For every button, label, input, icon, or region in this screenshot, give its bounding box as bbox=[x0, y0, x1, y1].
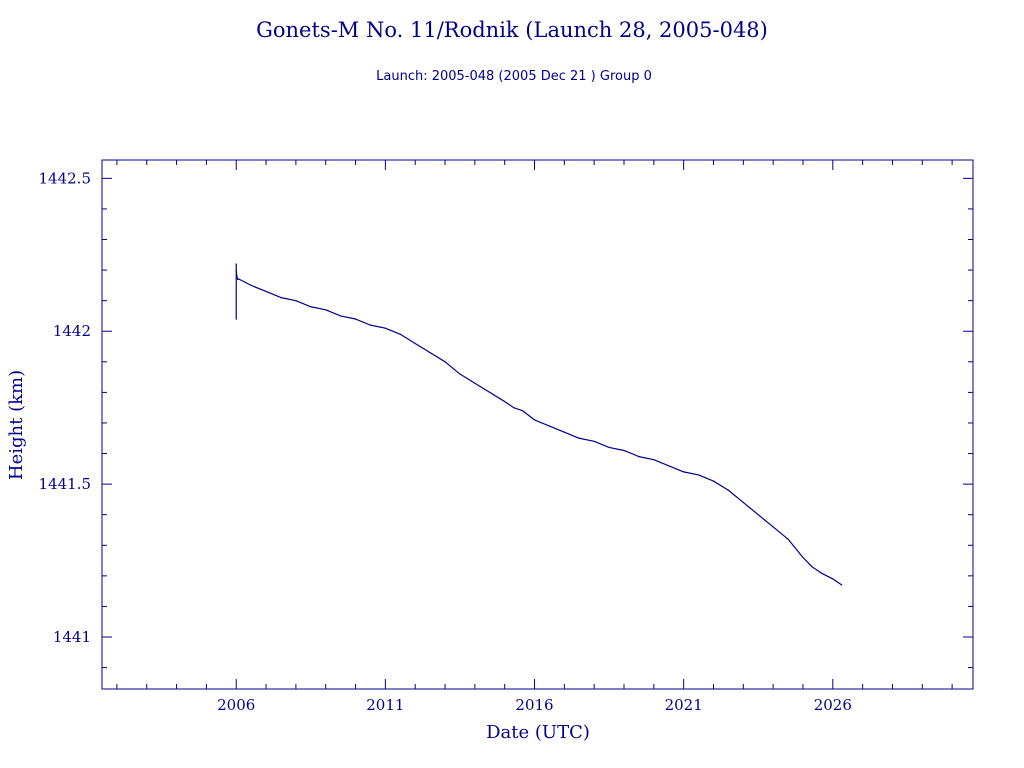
data-point bbox=[504, 400, 506, 403]
axis-ticks bbox=[102, 160, 973, 689]
data-point bbox=[236, 275, 238, 277]
y-tick-label: 1441.5 bbox=[39, 475, 92, 493]
data-point bbox=[683, 471, 685, 473]
data-point bbox=[757, 514, 759, 516]
y-tick-labels: 1441 1441.5 1442 1442.5 bbox=[39, 169, 92, 646]
data-point bbox=[593, 440, 595, 442]
data-point bbox=[238, 278, 240, 280]
y-tick-label: 1441 bbox=[53, 628, 91, 646]
x-tick-label: 2021 bbox=[665, 696, 703, 714]
data-point bbox=[235, 318, 237, 320]
data-point bbox=[414, 342, 416, 345]
data-point bbox=[820, 572, 822, 574]
data-point bbox=[474, 382, 476, 384]
data-point bbox=[787, 538, 789, 540]
data-point bbox=[563, 431, 565, 433]
data-point bbox=[727, 489, 730, 491]
x-tick-labels: 2006 2011 2016 2021 2026 bbox=[217, 696, 852, 714]
data-point bbox=[521, 410, 524, 412]
chart-subtitle: Launch: 2005-048 (2005 Dec 21 ) Group 0 bbox=[376, 69, 652, 84]
data-point bbox=[354, 318, 357, 320]
data-point bbox=[235, 263, 237, 265]
data-point bbox=[811, 566, 813, 568]
plot-frame bbox=[101, 159, 974, 690]
data-point bbox=[429, 352, 431, 354]
data-point bbox=[533, 419, 536, 421]
data-point bbox=[841, 584, 843, 586]
data-point bbox=[444, 361, 446, 363]
data-point bbox=[325, 309, 327, 311]
chart-title: Gonets-M No. 11/Rodnik (Launch 28, 2005-… bbox=[256, 18, 768, 42]
data-point bbox=[250, 284, 252, 286]
series-line bbox=[235, 263, 843, 586]
data-point bbox=[623, 449, 625, 452]
data-point bbox=[310, 306, 312, 308]
data-point bbox=[369, 324, 372, 326]
data-point bbox=[772, 526, 774, 528]
data-point bbox=[608, 446, 610, 449]
data-point bbox=[668, 465, 670, 467]
y-tick-label: 1442.5 bbox=[39, 169, 92, 187]
data-point bbox=[548, 425, 551, 427]
data-point bbox=[513, 407, 515, 409]
x-tick-label: 2026 bbox=[814, 696, 852, 714]
series-group bbox=[235, 263, 843, 586]
x-tick-label: 2011 bbox=[366, 696, 404, 714]
data-point bbox=[237, 278, 239, 280]
data-point bbox=[459, 373, 461, 375]
x-axis-label: Date (UTC) bbox=[486, 722, 590, 743]
data-point bbox=[712, 480, 715, 482]
data-point bbox=[489, 391, 491, 393]
data-point bbox=[265, 290, 267, 293]
data-point bbox=[384, 327, 386, 329]
data-point bbox=[638, 456, 640, 458]
data-point bbox=[295, 300, 297, 302]
x-tick-label: 2016 bbox=[515, 696, 553, 714]
y-tick-label: 1442 bbox=[53, 322, 91, 340]
data-point bbox=[832, 578, 834, 580]
data-point bbox=[802, 556, 804, 559]
x-tick-label: 2006 bbox=[217, 696, 255, 714]
data-point bbox=[340, 315, 342, 317]
data-point bbox=[697, 474, 700, 476]
data-point bbox=[399, 333, 401, 335]
y-axis-label: Height (km) bbox=[6, 370, 27, 480]
data-point bbox=[653, 459, 655, 461]
data-point bbox=[235, 269, 237, 271]
data-point bbox=[280, 297, 282, 299]
data-point bbox=[742, 501, 744, 504]
data-point bbox=[578, 437, 580, 439]
